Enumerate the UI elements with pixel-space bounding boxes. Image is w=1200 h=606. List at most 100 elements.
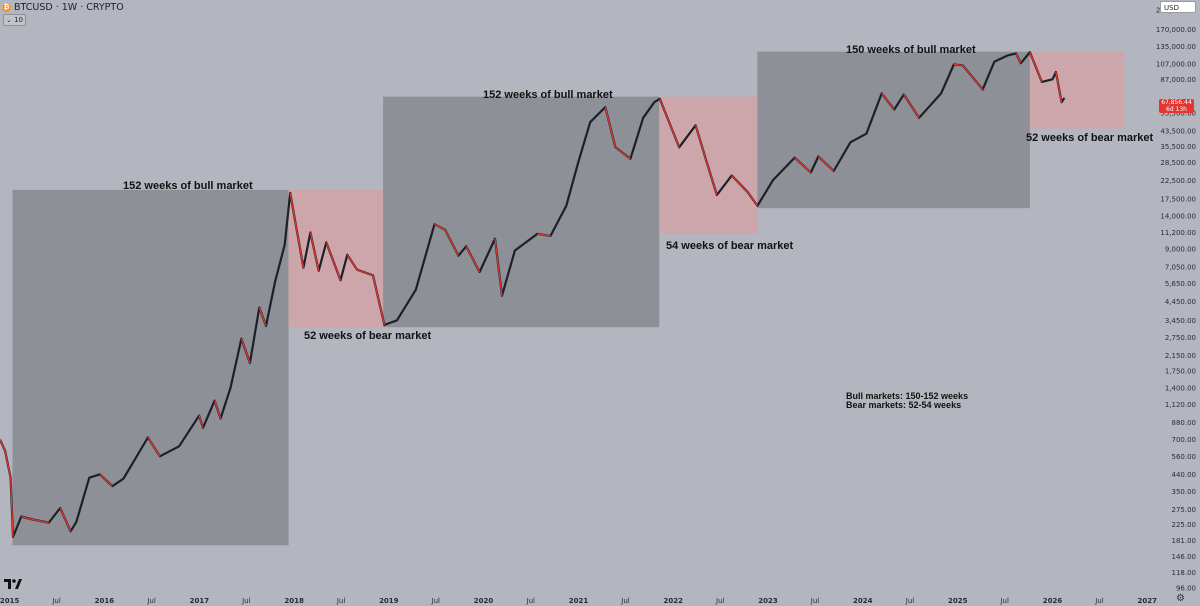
- symbol-header[interactable]: ₿ BTCUSD · 1W · CRYPTO: [2, 1, 124, 13]
- down-segment: [731, 175, 749, 193]
- price-candles: [0, 51, 1066, 539]
- price-tick-label: 181.00: [1172, 537, 1197, 545]
- down-segment: [356, 269, 374, 277]
- down-segment: [21, 515, 34, 521]
- down-segment: [346, 254, 358, 271]
- price-tick-label: 14,000.00: [1160, 212, 1196, 220]
- price-tick-label: 225.00: [1172, 521, 1197, 529]
- down-segment: [604, 106, 617, 148]
- price-tick-label: 1,120.00: [1165, 401, 1196, 409]
- bear-zone-3: [1029, 51, 1125, 129]
- price-tick-label: 146.00: [1172, 553, 1197, 561]
- price-tick-label: 22,500.00: [1160, 177, 1196, 185]
- down-segment: [198, 415, 204, 428]
- time-tick-label: Jul: [146, 597, 156, 605]
- down-segment: [1055, 71, 1063, 103]
- price-tick-label: 96.00: [1176, 585, 1196, 593]
- price-tick-label: 35,500.00: [1160, 143, 1196, 151]
- time-tick-label: Jul: [1094, 597, 1104, 605]
- bull-zone-2-label: 152 weeks of bull market: [483, 89, 613, 101]
- price-tick-label: 880.00: [1172, 419, 1197, 427]
- summary-note: Bull markets: 150-152 weeks Bear markets…: [846, 392, 968, 410]
- price-tick-label: 4,450.00: [1165, 298, 1196, 306]
- down-segment: [325, 242, 342, 281]
- market-zones: [12, 51, 1125, 546]
- settings-gear-icon[interactable]: ⚙: [1176, 593, 1185, 604]
- time-tick-label: 2024: [853, 597, 873, 605]
- down-segment: [881, 93, 895, 110]
- bar-countdown: 6d 13h: [1166, 106, 1187, 113]
- bear-zone-1-label: 52 weeks of bear market: [304, 330, 432, 342]
- time-axis[interactable]: 2015 Jul 2016 Jul 2017 Jul 2018 Jul 2019 Jul 2020 J…: [0, 597, 1157, 605]
- down-segment: [240, 338, 251, 364]
- price-tick-label: 7,050.00: [1165, 264, 1196, 272]
- time-tick-label: Jul: [336, 597, 346, 605]
- bear-zone-2-label: 54 weeks of bear market: [666, 240, 794, 252]
- down-segment: [659, 98, 680, 148]
- price-tick-label: 170,000.00: [1156, 26, 1196, 34]
- down-segment: [537, 233, 551, 237]
- time-tick-label: 2021: [569, 597, 589, 605]
- price-tick-label: 350.00: [1172, 488, 1197, 496]
- price-tick-label: 1,400.00: [1165, 384, 1196, 392]
- down-segment: [9, 477, 14, 538]
- price-tick-label: 700.00: [1172, 436, 1197, 444]
- price-tick-label: 135,000.00: [1156, 43, 1196, 51]
- summary-bull: Bull markets: 150-152 weeks: [846, 391, 969, 401]
- down-segment: [747, 191, 758, 207]
- summary-bear: Bear markets: 52-54 weeks: [846, 400, 962, 410]
- time-tick-label: 2018: [284, 597, 304, 605]
- time-tick-label: 2019: [379, 597, 399, 605]
- time-tick-label: Jul: [241, 597, 251, 605]
- currency-selector[interactable]: USD: [1160, 1, 1196, 13]
- down-segment: [465, 246, 481, 273]
- down-segment: [962, 64, 984, 90]
- time-tick-label: 2022: [664, 597, 684, 605]
- last-price-value: 67,856.44: [1161, 99, 1192, 106]
- down-segment: [147, 437, 161, 457]
- price-tick-label: 2,150.00: [1165, 352, 1196, 360]
- bull-zone-2: [383, 96, 660, 328]
- price-tick-label: 43,500.00: [1160, 128, 1196, 136]
- last-price-tag: 67,856.44 6d 13h: [1159, 99, 1194, 113]
- down-segment: [434, 223, 446, 231]
- down-segment: [258, 307, 267, 327]
- price-tick-label: 275.00: [1172, 506, 1197, 514]
- time-tick-label: Jul: [715, 597, 725, 605]
- price-tick-label: 1,750.00: [1165, 368, 1196, 376]
- bull-zone-3-label: 150 weeks of bull market: [846, 44, 976, 56]
- price-tick-label: 440.00: [1172, 471, 1197, 479]
- bear-zone-3-label: 52 weeks of bear market: [1026, 132, 1154, 144]
- down-segment: [32, 518, 49, 524]
- time-tick-label: Jul: [526, 597, 536, 605]
- down-segment: [444, 229, 459, 257]
- time-tick-label: Jul: [810, 597, 820, 605]
- price-tick-label: 11,200.00: [1160, 229, 1196, 237]
- down-segment: [817, 155, 835, 172]
- time-tick-label: 2020: [474, 597, 494, 605]
- indicators-toggle-button[interactable]: ⌄ 10: [3, 14, 26, 26]
- down-segment: [494, 238, 503, 296]
- down-segment: [99, 473, 113, 487]
- bull-zone-1-label: 152 weeks of bull market: [123, 180, 253, 192]
- price-tick-label: 87,000.00: [1160, 76, 1196, 84]
- down-segment: [706, 163, 718, 196]
- price-tick-label: 107,000.00: [1156, 60, 1196, 68]
- time-tick-label: Jul: [431, 597, 441, 605]
- price-axis[interactable]: 220,000.00170,000.00135,000.00107,000.00…: [1156, 7, 1196, 593]
- down-segment: [694, 125, 708, 165]
- down-segment: [903, 94, 920, 119]
- bitcoin-icon: ₿: [2, 2, 11, 12]
- down-segment: [614, 146, 631, 160]
- tradingview-logo[interactable]: [4, 578, 22, 590]
- price-tick-label: 28,500.00: [1160, 159, 1196, 167]
- down-segment: [59, 507, 72, 532]
- down-segment: [1015, 53, 1022, 64]
- time-tick-label: 2023: [758, 597, 778, 605]
- down-segment: [794, 157, 812, 173]
- bull-zone-1: [12, 189, 289, 546]
- price-tick-label: 560.00: [1172, 453, 1197, 461]
- price-tick-label: 2,750.00: [1165, 334, 1196, 342]
- time-tick-label: Jul: [620, 597, 630, 605]
